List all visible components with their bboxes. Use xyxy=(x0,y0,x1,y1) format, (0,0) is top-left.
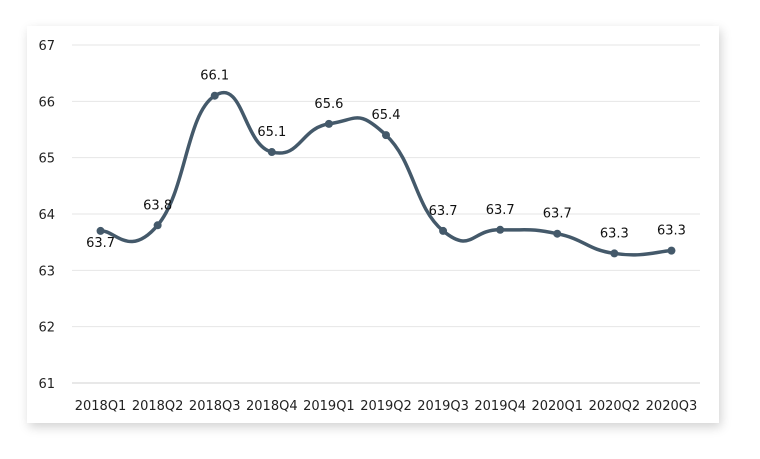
x-tick-label: 2018Q1 xyxy=(75,399,127,414)
x-tick-label: 2019Q2 xyxy=(360,399,412,414)
x-tick-label: 2018Q4 xyxy=(246,399,298,414)
y-tick-label: 65 xyxy=(38,152,55,167)
data-point xyxy=(439,226,448,235)
data-point xyxy=(210,91,219,100)
data-label: 63.7 xyxy=(429,204,458,219)
data-label: 65.6 xyxy=(314,97,343,112)
y-tick-label: 67 xyxy=(38,39,55,54)
x-tick-label: 2019Q4 xyxy=(474,399,526,414)
data-label: 63.3 xyxy=(657,224,686,239)
x-tick-label: 2020Q1 xyxy=(531,399,583,414)
x-tick-label: 2019Q3 xyxy=(417,399,469,414)
x-tick-label: 2020Q3 xyxy=(646,399,698,414)
data-point xyxy=(96,226,105,235)
data-label: 63.7 xyxy=(86,236,115,251)
data-label: 63.7 xyxy=(543,207,572,222)
data-point xyxy=(267,148,276,157)
data-point xyxy=(324,119,333,128)
y-tick-label: 63 xyxy=(38,264,55,279)
data-point xyxy=(496,225,505,234)
chart-card xyxy=(27,26,719,423)
data-label: 63.7 xyxy=(486,203,515,218)
data-label: 65.1 xyxy=(257,125,286,140)
data-label: 65.4 xyxy=(372,108,401,123)
data-point xyxy=(553,229,562,238)
x-tick-label: 2020Q2 xyxy=(589,399,641,414)
x-tick-label: 2018Q3 xyxy=(189,399,241,414)
data-point xyxy=(610,249,619,258)
data-labels: 63.7 63.8 66.1 65.1 65.6 65.4 63.7 63.7 63.7 63.3… xyxy=(86,69,686,251)
x-axis-tick-labels: 2018Q1 2018Q2 2018Q3 2018Q4 2019Q1 2019Q2 2019… xyxy=(75,399,698,414)
data-label: 63.3 xyxy=(600,226,629,241)
data-point xyxy=(667,246,676,255)
data-label: 63.8 xyxy=(143,198,172,213)
y-tick-label: 64 xyxy=(38,208,55,223)
x-tick-label: 2019Q1 xyxy=(303,399,355,414)
data-points xyxy=(96,91,676,258)
y-tick-label: 66 xyxy=(38,95,55,110)
y-axis-tick-labels: 61 62 63 64 65 66 67 xyxy=(38,39,55,392)
data-label: 66.1 xyxy=(200,69,229,84)
y-tick-label: 61 xyxy=(38,377,55,392)
gridlines xyxy=(72,44,700,384)
x-tick-label: 2018Q2 xyxy=(132,399,184,414)
data-point xyxy=(153,221,162,230)
data-point xyxy=(382,131,390,140)
y-tick-label: 62 xyxy=(38,321,55,336)
